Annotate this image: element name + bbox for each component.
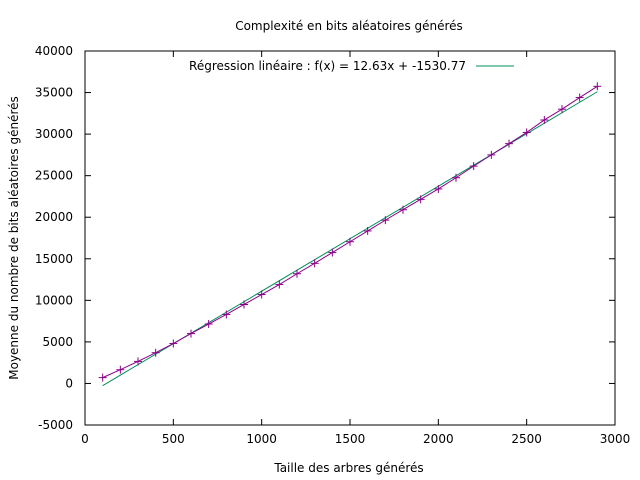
data-point — [293, 269, 301, 278]
data-point — [558, 105, 566, 114]
x-tick-label: 1500 — [335, 432, 366, 446]
data-point — [116, 365, 125, 374]
data-point — [540, 115, 549, 124]
y-tick-label: 10000 — [35, 293, 73, 307]
y-tick-label: 40000 — [35, 44, 73, 58]
x-axis-label: Taille des arbres générés — [273, 461, 423, 475]
data-point — [505, 139, 513, 148]
data-point — [575, 93, 584, 102]
axis-ticks: 0 500 1000 1500 2000 2500 3000 -5000 0 5000 10000 1… — [35, 44, 630, 446]
x-tick-label: 1000 — [246, 432, 277, 446]
data-point — [416, 195, 425, 204]
data-point — [522, 128, 531, 137]
data-point — [98, 373, 107, 382]
data-point — [469, 162, 478, 171]
y-tick-label: 30000 — [35, 127, 73, 141]
data-point — [310, 259, 319, 268]
data-point — [169, 339, 178, 348]
x-tick-label: 500 — [162, 432, 185, 446]
legend: Régression linéaire : f(x) = 12.63x + -1… — [189, 59, 514, 73]
data-point — [452, 173, 460, 182]
data-point — [593, 82, 602, 91]
y-tick-label: -5000 — [38, 418, 73, 432]
x-tick-label: 2000 — [423, 432, 454, 446]
y-tick-label: 15000 — [35, 252, 73, 266]
data-point — [222, 310, 231, 319]
data-point — [134, 357, 142, 366]
data-point — [487, 150, 496, 159]
series-line-data — [102, 85, 598, 379]
y-axis-label: Moyenne du nombre de bits aléatoires gén… — [7, 96, 21, 380]
data-point — [240, 300, 248, 309]
data-point — [257, 290, 266, 299]
data-point — [434, 184, 443, 193]
data-point — [328, 248, 337, 257]
x-tick-label: 0 — [81, 432, 89, 446]
x-tick-label: 2500 — [511, 432, 542, 446]
x-tick-label: 3000 — [600, 432, 631, 446]
y-tick-label: 25000 — [35, 169, 73, 183]
y-tick-label: 35000 — [35, 86, 73, 100]
chart-title: Complexité en bits aléatoires générés — [235, 19, 463, 33]
data-point — [346, 237, 354, 246]
legend-label-regression: Régression linéaire : f(x) = 12.63x + -1… — [189, 59, 466, 73]
plot-area — [98, 82, 602, 387]
data-point — [187, 329, 195, 338]
y-tick-label: 5000 — [42, 335, 73, 349]
y-tick-label: 20000 — [35, 210, 73, 224]
y-tick-label: 0 — [65, 376, 73, 390]
data-point — [381, 216, 390, 225]
data-point — [399, 205, 407, 214]
data-point — [204, 320, 213, 329]
data-point — [363, 226, 372, 235]
data-point — [275, 280, 284, 289]
data-point — [151, 348, 160, 357]
